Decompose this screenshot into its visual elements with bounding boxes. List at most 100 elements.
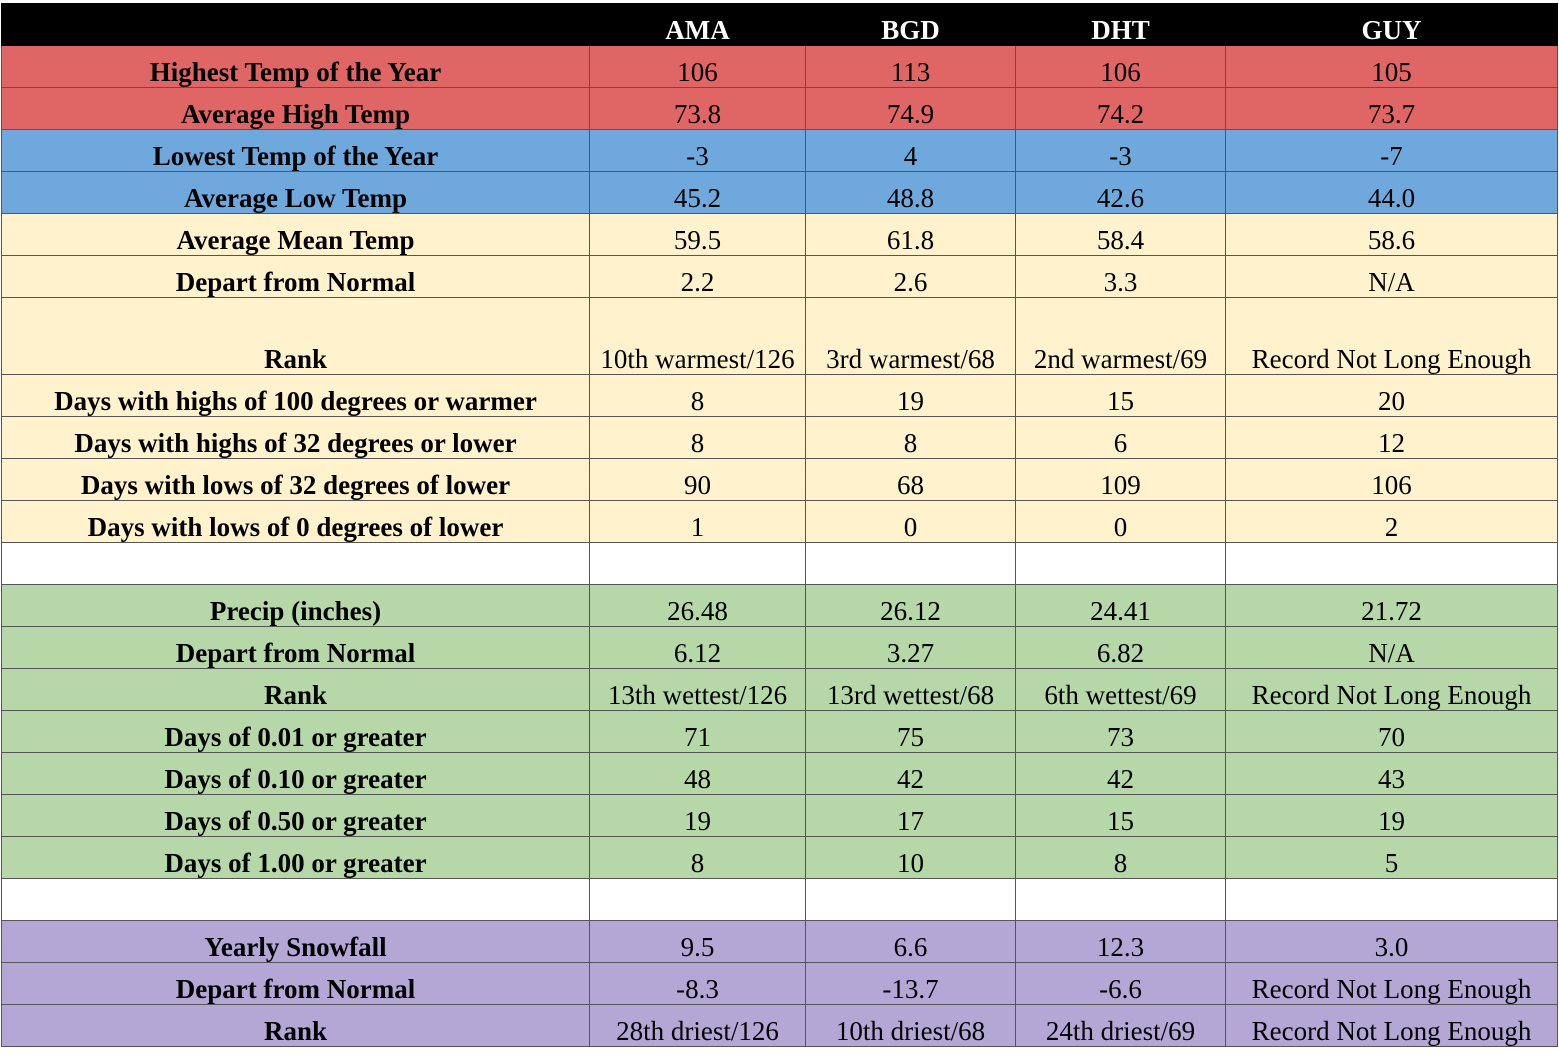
cell-guy: -7 [1225, 129, 1558, 172]
cell-guy: 44.0 [1225, 171, 1558, 214]
cell-bgd: 17 [805, 794, 1016, 837]
cell-ama: 9.5 [589, 920, 806, 963]
table-row: Days with highs of 100 degrees or warmer… [1, 374, 1558, 417]
row-label: Days of 1.00 or greater [1, 836, 590, 879]
cell-ama: -3 [589, 129, 806, 172]
cell-guy: Record Not Long Enough [1225, 1004, 1558, 1047]
cell-ama: 73.8 [589, 87, 806, 130]
cell-bgd: 3.27 [805, 626, 1016, 669]
cell-dht: 106 [1015, 45, 1226, 88]
cell-bgd: 13rd wettest/68 [805, 668, 1016, 711]
cell-bgd: 61.8 [805, 213, 1016, 256]
header-corner [1, 3, 590, 46]
cell-dht: 58.4 [1015, 213, 1226, 256]
table-row: Rank 10th warmest/126 3rd warmest/68 2nd… [1, 297, 1558, 375]
cell-guy: N/A [1225, 255, 1558, 298]
cell-ama: 8 [589, 374, 806, 417]
row-label: Precip (inches) [1, 584, 590, 627]
cell-dht: 8 [1015, 836, 1226, 879]
cell-bgd: 19 [805, 374, 1016, 417]
cell-bgd: 6.6 [805, 920, 1016, 963]
row-label: Rank [1, 668, 590, 711]
cell-bgd: 10 [805, 836, 1016, 879]
cell-guy: 5 [1225, 836, 1558, 879]
cell-bgd: 68 [805, 458, 1016, 501]
row-label: Average Low Temp [1, 171, 590, 214]
cell-dht: 24th driest/69 [1015, 1004, 1226, 1047]
cell-bgd: 8 [805, 416, 1016, 459]
row-label: Lowest Temp of the Year [1, 129, 590, 172]
header-row: AMA BGD DHT GUY [1, 3, 1558, 46]
cell-dht: 42.6 [1015, 171, 1226, 214]
row-label: Days with lows of 0 degrees of lower [1, 500, 590, 543]
table-row: Depart from Normal -8.3 -13.7 -6.6 Recor… [1, 962, 1558, 1005]
cell-bgd: 75 [805, 710, 1016, 753]
cell-ama [589, 542, 806, 585]
cell-bgd [805, 878, 1016, 921]
table-row: Days with lows of 0 degrees of lower 1 0… [1, 500, 1558, 543]
cell-ama: 28th driest/126 [589, 1004, 806, 1047]
cell-guy: 12 [1225, 416, 1558, 459]
cell-guy: 20 [1225, 374, 1558, 417]
cell-dht: 42 [1015, 752, 1226, 795]
row-label: Days of 0.01 or greater [1, 710, 590, 753]
cell-guy: 3.0 [1225, 920, 1558, 963]
table-row: Precip (inches) 26.48 26.12 24.41 21.72 [1, 584, 1558, 627]
cell-ama: 8 [589, 836, 806, 879]
row-label [1, 542, 590, 585]
table-row: Yearly Snowfall 9.5 6.6 12.3 3.0 [1, 920, 1558, 963]
row-label: Days of 0.10 or greater [1, 752, 590, 795]
cell-ama [589, 878, 806, 921]
table-row: Depart from Normal 2.2 2.6 3.3 N/A [1, 255, 1558, 298]
cell-bgd: 3rd warmest/68 [805, 297, 1016, 375]
cell-dht: 3.3 [1015, 255, 1226, 298]
cell-ama: 8 [589, 416, 806, 459]
table-row: Lowest Temp of the Year -3 4 -3 -7 [1, 129, 1558, 172]
cell-dht [1015, 542, 1226, 585]
table-row: Rank 28th driest/126 10th driest/68 24th… [1, 1004, 1558, 1047]
header-station-guy: GUY [1225, 3, 1558, 46]
cell-bgd: 0 [805, 500, 1016, 543]
cell-dht: 12.3 [1015, 920, 1226, 963]
row-label: Average High Temp [1, 87, 590, 130]
cell-guy: 105 [1225, 45, 1558, 88]
cell-dht: 6 [1015, 416, 1226, 459]
cell-bgd: 48.8 [805, 171, 1016, 214]
cell-dht: 15 [1015, 374, 1226, 417]
cell-bgd [805, 542, 1016, 585]
cell-guy: 106 [1225, 458, 1558, 501]
cell-guy: 58.6 [1225, 213, 1558, 256]
table-row: Depart from Normal 6.12 3.27 6.82 N/A [1, 626, 1558, 669]
cell-ama: 6.12 [589, 626, 806, 669]
cell-ama: 26.48 [589, 584, 806, 627]
cell-bgd: 113 [805, 45, 1016, 88]
table-row: Highest Temp of the Year 106 113 106 105 [1, 45, 1558, 88]
table-row: Days of 0.50 or greater 19 17 15 19 [1, 794, 1558, 837]
cell-guy: 19 [1225, 794, 1558, 837]
table-row: Days of 1.00 or greater 8 10 8 5 [1, 836, 1558, 879]
row-label: Average Mean Temp [1, 213, 590, 256]
cell-bgd: 42 [805, 752, 1016, 795]
cell-dht: -3 [1015, 129, 1226, 172]
row-label: Days with highs of 100 degrees or warmer [1, 374, 590, 417]
spacer-row [1, 878, 1558, 921]
cell-dht: 0 [1015, 500, 1226, 543]
cell-ama: 10th warmest/126 [589, 297, 806, 375]
row-label: Depart from Normal [1, 962, 590, 1005]
cell-guy: Record Not Long Enough [1225, 668, 1558, 711]
table-row: Days with lows of 32 degrees of lower 90… [1, 458, 1558, 501]
cell-guy: 73.7 [1225, 87, 1558, 130]
cell-guy [1225, 542, 1558, 585]
cell-guy: 2 [1225, 500, 1558, 543]
cell-ama: -8.3 [589, 962, 806, 1005]
spacer-row [1, 542, 1558, 585]
cell-guy: 70 [1225, 710, 1558, 753]
cell-dht: -6.6 [1015, 962, 1226, 1005]
header-station-bgd: BGD [805, 3, 1016, 46]
cell-ama: 1 [589, 500, 806, 543]
cell-ama: 71 [589, 710, 806, 753]
table-row: Rank 13th wettest/126 13rd wettest/68 6t… [1, 668, 1558, 711]
row-label: Depart from Normal [1, 255, 590, 298]
cell-ama: 45.2 [589, 171, 806, 214]
cell-bgd: 74.9 [805, 87, 1016, 130]
